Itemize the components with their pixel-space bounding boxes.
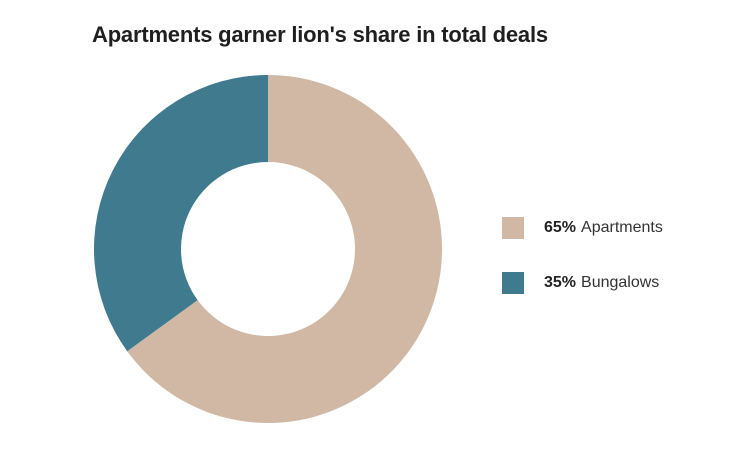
legend-value-bungalows: 35% <box>544 274 577 291</box>
chart-title: Apartments garner lion's share in total … <box>92 22 548 47</box>
legend-swatch-bungalows <box>502 272 524 294</box>
legend-item-apartments: 65% Apartments <box>502 214 663 242</box>
legend-label-bungalows: Bungalows <box>581 274 660 291</box>
slice-bungalows <box>93 75 269 352</box>
legend: 65% Apartments 35% Bungalows <box>502 214 663 324</box>
slice-apartments <box>127 75 442 423</box>
legend-label-apartments: Apartments <box>581 219 663 236</box>
legend-value-apartments: 65% <box>544 219 577 236</box>
legend-swatch-apartments <box>502 217 524 239</box>
legend-item-bungalows: 35% Bungalows <box>502 269 663 297</box>
